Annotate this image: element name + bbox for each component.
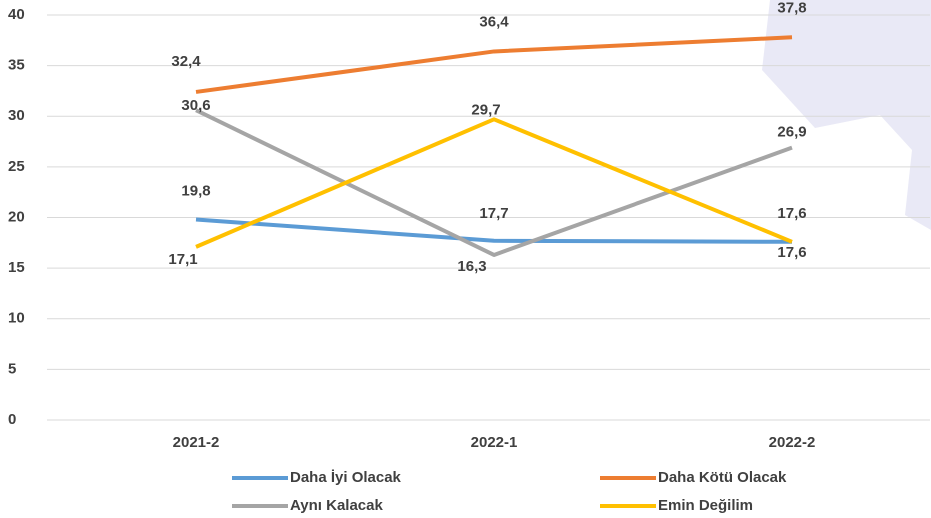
data-label: 29,7: [471, 101, 500, 118]
series-line: [195, 35, 793, 94]
x-tick-label: 2022-1: [471, 434, 518, 451]
y-tick-label: 10: [8, 310, 25, 327]
legend-label: Daha İyi Olacak: [290, 469, 402, 486]
decoration: [762, 0, 931, 230]
data-label: 19,8: [181, 182, 210, 199]
data-label: 37,8: [777, 0, 806, 16]
y-tick-label: 0: [8, 411, 16, 428]
x-tick-label: 2021-2: [173, 434, 220, 451]
data-label: 30,6: [181, 97, 210, 114]
data-label: 26,9: [777, 124, 806, 141]
legend-label: Aynı Kalacak: [290, 497, 383, 514]
series-line: [195, 217, 793, 244]
legend-label: Emin Değilim: [658, 497, 753, 514]
y-tick-label: 5: [8, 360, 16, 377]
y-tick-label: 35: [8, 57, 25, 74]
y-tick-label: 30: [8, 107, 25, 124]
data-label: 16,3: [457, 258, 486, 275]
data-label: 17,7: [479, 205, 508, 222]
data-label: 17,6: [777, 244, 806, 261]
series-line: [195, 108, 793, 257]
data-label: 17,6: [777, 205, 806, 222]
data-label: 32,4: [171, 53, 201, 70]
series-line: [195, 117, 793, 249]
x-tick-label: 2022-2: [769, 434, 816, 451]
y-tick-label: 20: [8, 208, 25, 225]
data-label: 17,1: [168, 251, 197, 268]
legend-label: Daha Kötü Olacak: [658, 469, 787, 486]
data-label: 36,4: [479, 13, 509, 30]
y-tick-label: 15: [8, 259, 25, 276]
y-tick-label: 40: [8, 6, 25, 23]
y-tick-label: 25: [8, 158, 25, 175]
